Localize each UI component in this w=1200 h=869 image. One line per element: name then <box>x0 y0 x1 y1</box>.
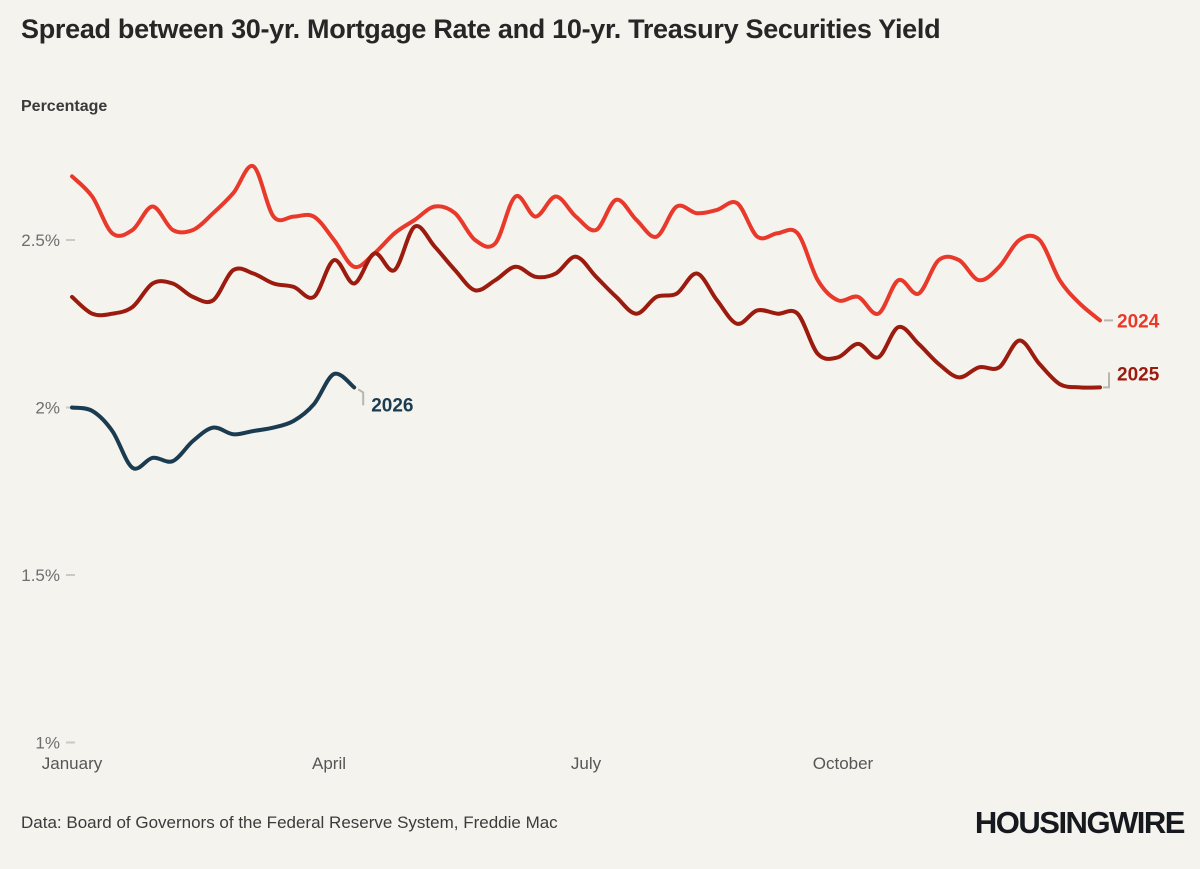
x-tick-label: April <box>312 754 346 773</box>
series-end-label-2024: 2024 <box>1117 311 1160 332</box>
x-tick-label: October <box>813 754 874 773</box>
x-axis: January April July October <box>42 754 874 773</box>
label-connector-2025 <box>1103 372 1110 389</box>
series-end-label-2025: 2025 <box>1117 364 1160 385</box>
x-tick-label: January <box>42 754 103 773</box>
series-labels: 2024 2025 2026 <box>357 311 1160 416</box>
y-tick-label: 1% <box>35 734 60 753</box>
y-axis: 2.5% 2% 1.5% 1% <box>21 231 75 753</box>
y-tick-label: 2.5% <box>21 231 60 250</box>
series-end-label-2026: 2026 <box>371 395 413 416</box>
x-tick-label: July <box>571 754 602 773</box>
series-line-2024 <box>70 164 1102 323</box>
chart-title: Spread between 30-yr. Mortgage Rate and … <box>21 14 941 44</box>
series-line-2026 <box>70 371 357 471</box>
source-note: Data: Board of Governors of the Federal … <box>21 813 558 832</box>
y-tick-label: 1.5% <box>21 566 60 585</box>
footer: Data: Board of Governors of the Federal … <box>21 798 1186 848</box>
housingwire-logo: HOUSINGWIRE <box>974 805 1186 840</box>
label-connector-2026 <box>357 388 365 406</box>
series-lines <box>70 164 1102 471</box>
y-axis-title: Percentage <box>21 98 108 115</box>
y-tick-label: 2% <box>35 399 60 418</box>
series-line-2025 <box>70 224 1102 390</box>
